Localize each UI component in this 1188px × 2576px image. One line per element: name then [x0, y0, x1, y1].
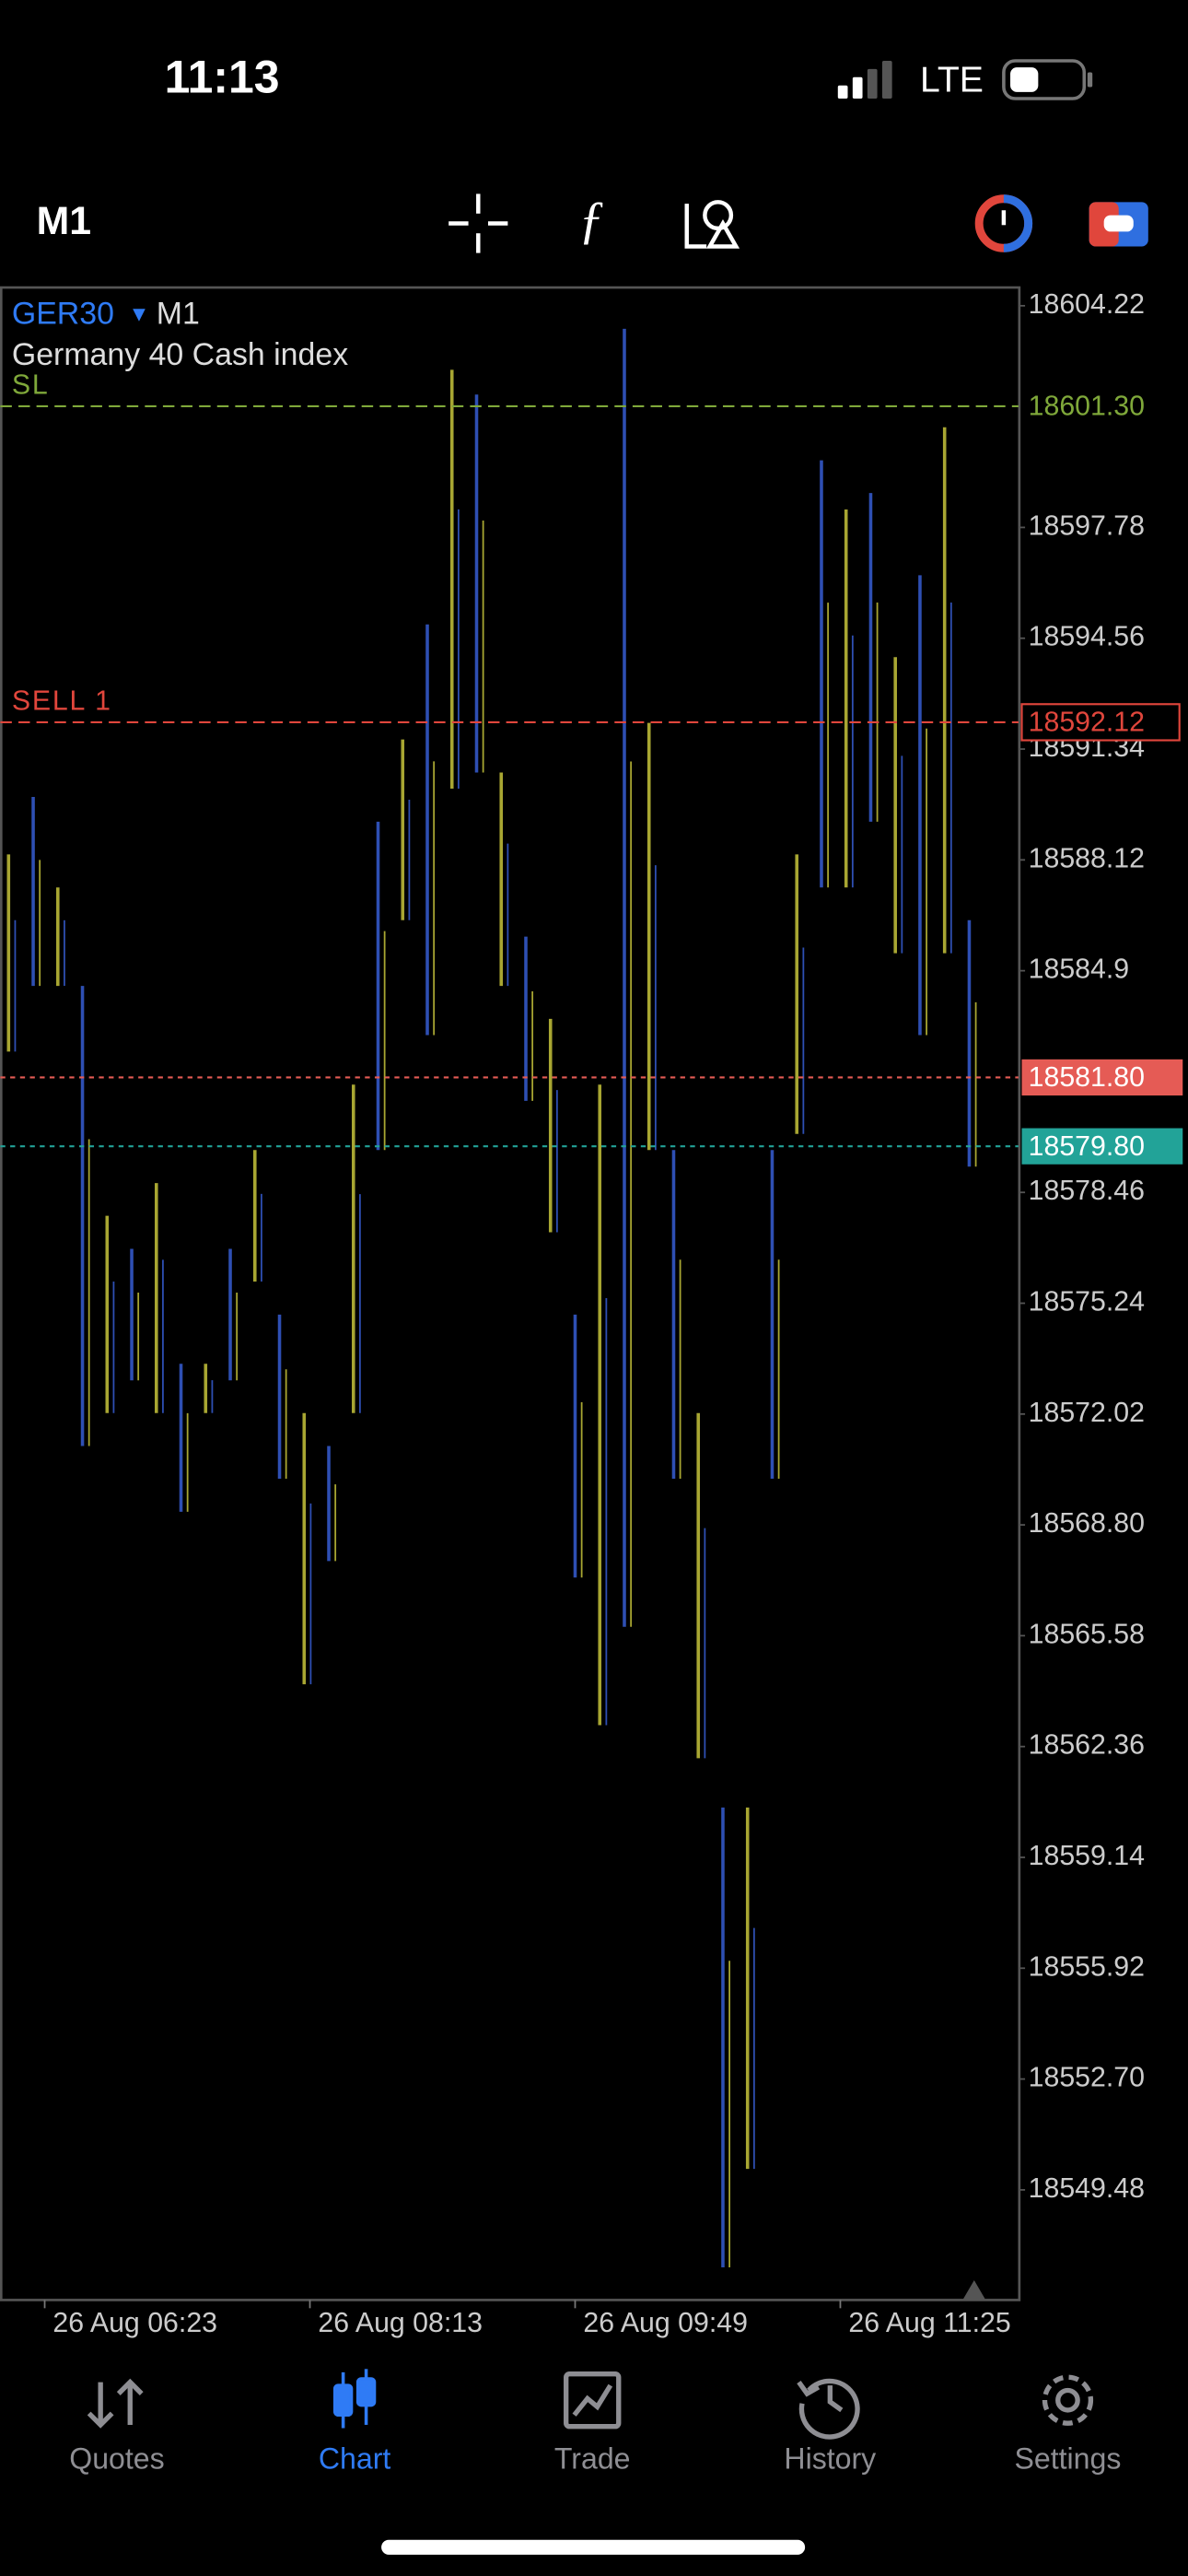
- tab-label: Chart: [319, 2442, 391, 2476]
- symbol-description: Germany 40 Cash index: [12, 337, 348, 372]
- tab-label: Settings: [1014, 2442, 1121, 2476]
- chart-frame: [0, 286, 1021, 2301]
- y-tick-label: 18568.80: [1029, 1508, 1145, 1539]
- y-tick-label: 18584.9: [1029, 954, 1130, 985]
- x-tick-label: 26 Aug 09:49: [583, 2308, 748, 2338]
- y-tick-label: 18575.24: [1029, 1287, 1145, 1317]
- trade-button[interactable]: [1089, 202, 1148, 247]
- y-tick-label: 18549.48: [1029, 2173, 1145, 2204]
- tab-label: Trade: [554, 2442, 631, 2476]
- crosshair-button[interactable]: [448, 193, 508, 253]
- level-price-box: [1020, 703, 1181, 742]
- level-price-label: 18592.12: [1029, 708, 1145, 738]
- y-tick-label: 18562.36: [1029, 1730, 1145, 1761]
- signal-icon: [837, 60, 892, 99]
- y-tick-label: 18588.12: [1029, 843, 1145, 873]
- y-tick-label: 18578.46: [1029, 1176, 1145, 1206]
- tab[interactable]: Chart: [319, 2369, 391, 2476]
- tab-icon: [564, 2371, 622, 2430]
- y-tick-label: 18604.22: [1029, 289, 1145, 320]
- level-price-label: 18601.30: [1029, 392, 1145, 422]
- y-tick-label: 18559.14: [1029, 1841, 1145, 1871]
- timeframe-button[interactable]: M1: [37, 199, 91, 243]
- x-tick-label: 26 Aug 11:25: [848, 2308, 1010, 2338]
- symbol-label[interactable]: GER30: [12, 296, 114, 331]
- tab-icon: [87, 2378, 144, 2429]
- chart: 18604.2218597.7818594.5618591.3418588.12…: [0, 289, 1183, 2338]
- tab[interactable]: Trade: [554, 2371, 631, 2476]
- level-price-box: [1021, 388, 1183, 421]
- network-label: LTE: [920, 60, 984, 100]
- x-tick-label: 26 Aug 06:23: [52, 2308, 217, 2338]
- scroll-marker: [962, 2280, 986, 2301]
- level-price-label: 18581.80: [1029, 1062, 1145, 1093]
- level-price-box: [1021, 1059, 1183, 1096]
- tab-icon: [797, 2378, 860, 2440]
- y-tick-label: 18597.78: [1029, 510, 1145, 541]
- one-click-trading-button[interactable]: [974, 194, 1033, 252]
- y-tick-label: 18555.92: [1029, 1951, 1145, 1982]
- home-indicator: [381, 2539, 806, 2555]
- tab[interactable]: Settings: [1014, 2374, 1121, 2476]
- symbol-dropdown[interactable]: ▼: [128, 301, 149, 325]
- y-tick-label: 18565.58: [1029, 1619, 1145, 1649]
- battery-icon: [1002, 59, 1093, 100]
- timeframe-label: M1: [157, 296, 200, 331]
- y-tick-label: 18572.02: [1029, 1398, 1145, 1428]
- clock: 11:13: [165, 52, 280, 103]
- tab-label: History: [784, 2442, 876, 2476]
- level-name: SL: [12, 370, 50, 401]
- tab-icon: [332, 2369, 377, 2429]
- y-tick-label: 18552.70: [1029, 2063, 1145, 2093]
- tab[interactable]: Quotes: [69, 2378, 165, 2476]
- y-tick-label: 18594.56: [1029, 622, 1145, 652]
- indicators-button[interactable]: ƒ: [578, 191, 605, 249]
- tab-icon: [1042, 2374, 1094, 2426]
- tab[interactable]: History: [784, 2378, 876, 2476]
- objects-button[interactable]: [684, 200, 740, 249]
- tab-bar: Quotes Chart Trade History Settings: [69, 2369, 1121, 2476]
- level-price-box: [1021, 1128, 1183, 1165]
- x-tick-label: 26 Aug 08:13: [318, 2308, 483, 2338]
- level-name: SELL 1: [12, 685, 112, 716]
- tab-label: Quotes: [69, 2442, 164, 2476]
- level-price-label: 18579.80: [1029, 1131, 1145, 1162]
